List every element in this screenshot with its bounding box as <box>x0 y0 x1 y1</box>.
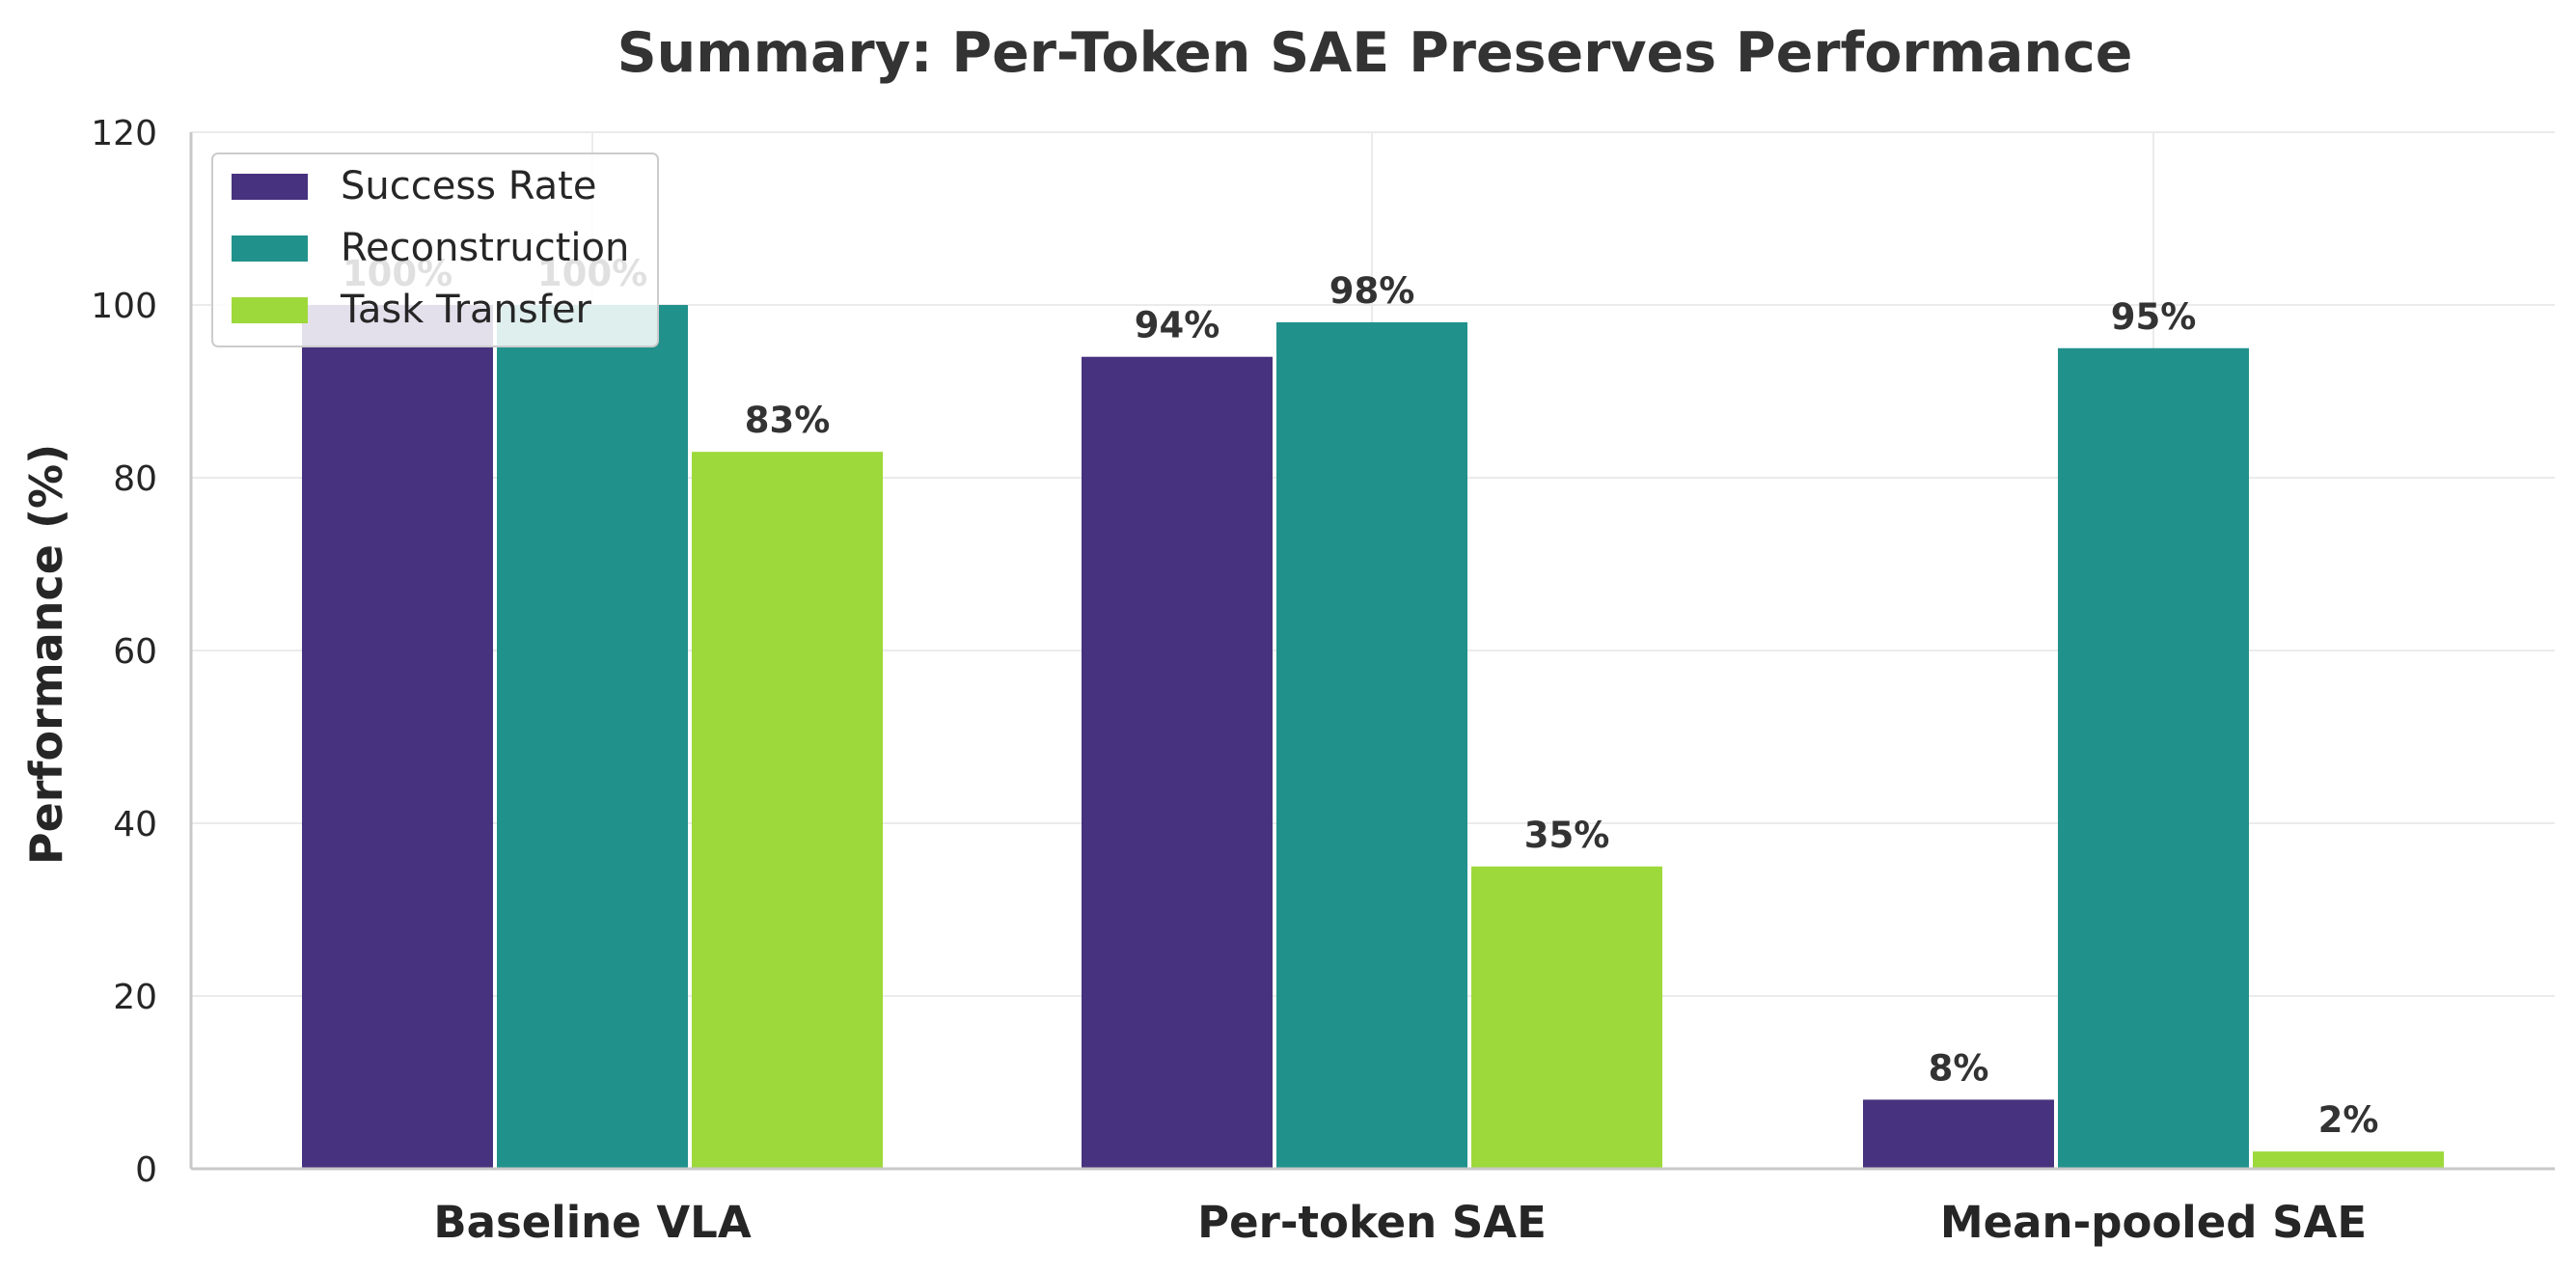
bars <box>302 305 2444 1169</box>
bar-task-transfer <box>1471 866 1662 1169</box>
bar-success-rate <box>1863 1099 2054 1169</box>
x-tick-label: Mean-pooled SAE <box>1940 1197 2367 1248</box>
y-tick-label: 0 <box>135 1150 157 1190</box>
data-label: 83% <box>745 400 831 441</box>
legend-swatch <box>232 297 308 323</box>
legend-swatch <box>232 235 308 262</box>
x-tick-label: Per-token SAE <box>1197 1197 1547 1248</box>
y-tick-label: 80 <box>113 459 157 499</box>
data-label: 94% <box>1135 305 1220 346</box>
bar-success-rate <box>302 305 493 1169</box>
bar-reconstruction <box>2058 347 2249 1169</box>
axes <box>189 132 2555 1171</box>
legend-label: Reconstruction <box>341 226 629 270</box>
bar-task-transfer <box>2253 1151 2444 1169</box>
legend: Success Rate Reconstruction Task Transfer <box>211 152 659 347</box>
bar-task-transfer <box>692 452 883 1169</box>
y-tick-label: 120 <box>91 114 157 153</box>
data-label: 95% <box>2111 296 2197 338</box>
legend-box <box>211 152 659 347</box>
bar-reconstruction <box>1276 321 1467 1169</box>
data-label: 98% <box>1329 270 1415 312</box>
bar-success-rate <box>1082 356 1273 1169</box>
y-tick-label: 60 <box>113 632 157 672</box>
x-tick-label: Baseline VLA <box>433 1197 752 1248</box>
y-tick-label: 20 <box>113 978 157 1017</box>
bar-reconstruction <box>497 305 688 1169</box>
data-label: 8% <box>1929 1047 1989 1089</box>
y-tick-label: 40 <box>113 805 157 844</box>
tick-labels: 0 20 40 60 80 100 120 Baseline VLA Per-token SAE… <box>91 114 2367 1248</box>
legend-swatch <box>232 174 308 200</box>
y-tick-label: 100 <box>91 287 157 326</box>
legend-label: Task Transfer <box>340 288 591 332</box>
legend-label: Success Rate <box>341 164 596 208</box>
data-label: 35% <box>1524 815 1610 856</box>
y-axis-label: Performance (%) <box>20 444 72 865</box>
data-label: 2% <box>2318 1099 2379 1141</box>
chart-title: Summary: Per-Token SAE Preserves Perform… <box>617 21 2133 85</box>
